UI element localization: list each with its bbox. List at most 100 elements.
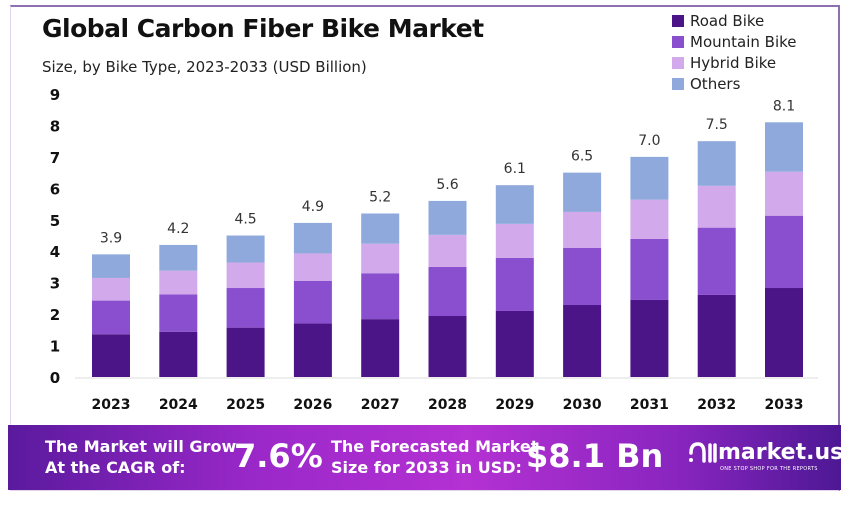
legend-item-others: Others xyxy=(672,73,797,94)
legend-swatch xyxy=(672,56,684,69)
bar-segment-mountain-bike xyxy=(697,227,736,295)
bar-segment-hybrid-bike xyxy=(226,262,265,289)
bar-segment-mountain-bike xyxy=(495,257,534,311)
bar-segment-others xyxy=(361,213,400,244)
legend-swatch xyxy=(672,14,684,27)
bar-segment-mountain-bike xyxy=(159,294,198,332)
y-tick-label: 1 xyxy=(50,338,60,356)
y-tick-label: 0 xyxy=(50,369,60,387)
legend-label: Road Bike xyxy=(690,11,765,30)
bar-segment-others xyxy=(92,254,130,278)
x-tick-label: 2025 xyxy=(226,397,265,413)
total-data-label: 4.5 xyxy=(234,212,256,228)
bar-segment-road-bike xyxy=(293,323,332,377)
bar-segment-road-bike xyxy=(697,294,736,377)
bar-segment-others xyxy=(563,172,602,212)
logo-text: market.us xyxy=(718,439,844,465)
bar-segment-hybrid-bike xyxy=(495,223,534,258)
bar-segment-mountain-bike xyxy=(92,300,130,335)
bar-segment-hybrid-bike xyxy=(159,270,198,295)
total-data-label: 3.9 xyxy=(100,230,122,246)
bar-segment-mountain-bike xyxy=(226,288,265,328)
bar-segment-others xyxy=(159,244,198,271)
y-tick-label: 9 xyxy=(50,86,60,104)
bar-segment-hybrid-bike xyxy=(563,211,602,248)
total-data-label: 7.5 xyxy=(706,117,728,133)
bar-segment-road-bike xyxy=(563,304,602,377)
bar-segment-hybrid-bike xyxy=(428,234,467,267)
legend-item-road-bike: Road Bike xyxy=(672,10,797,31)
x-tick-label: 2023 xyxy=(92,397,131,413)
bar-segment-road-bike xyxy=(361,319,400,377)
x-tick-label: 2026 xyxy=(293,397,332,413)
logo-icon xyxy=(689,442,717,463)
x-tick-label: 2029 xyxy=(495,397,534,413)
bar-segment-others xyxy=(293,222,332,254)
y-tick-label: 7 xyxy=(50,149,60,167)
total-data-label: 6.1 xyxy=(504,161,526,177)
legend-label: Mountain Bike xyxy=(690,32,797,51)
bar-segment-hybrid-bike xyxy=(697,185,736,228)
bar-chart: 0 1 2 3 4 5 6 7 8 9 3.9 2023 4.2 2024 4.5 2025 4.9 2026 5.… xyxy=(50,86,818,413)
logo-tagline: ONE STOP SHOP FOR THE REPORTS xyxy=(720,466,818,472)
legend-item-mountain-bike: Mountain Bike xyxy=(672,31,797,52)
forecast-value: $8.1 Bn xyxy=(526,437,664,475)
bar-segment-hybrid-bike xyxy=(630,199,669,239)
bar-segment-others xyxy=(630,156,669,200)
total-data-label: 4.2 xyxy=(167,221,189,237)
x-tick-label: 2028 xyxy=(428,397,467,413)
market-us-logo: market.us ONE STOP SHOP FOR THE REPORTS xyxy=(688,439,844,472)
bar-segment-others xyxy=(697,141,736,186)
x-tick-label: 2024 xyxy=(159,397,198,413)
bar-segment-others xyxy=(226,235,265,263)
bar-segment-road-bike xyxy=(159,331,198,377)
legend-label: Hybrid Bike xyxy=(690,53,777,72)
bar-segment-road-bike xyxy=(495,310,534,377)
x-tick-label: 2030 xyxy=(563,397,602,413)
bar-segment-others xyxy=(495,185,534,224)
bar-segment-road-bike xyxy=(428,315,467,377)
total-data-label: 8.1 xyxy=(773,98,795,114)
legend-label: Others xyxy=(690,74,741,93)
bar-segment-others xyxy=(428,200,467,235)
chart-frame xyxy=(10,5,840,491)
legend-item-hybrid-bike: Hybrid Bike xyxy=(672,52,797,73)
x-tick-label: 2032 xyxy=(697,397,736,413)
total-data-label: 4.9 xyxy=(302,199,324,215)
chart-title: Global Carbon Fiber Bike Market xyxy=(42,14,484,43)
bar-segment-others xyxy=(765,122,803,172)
forecast-label: The Forecasted Market Size for 2033 in US… xyxy=(331,437,539,477)
bar-segment-hybrid-bike xyxy=(361,243,400,274)
total-data-label: 5.6 xyxy=(436,177,458,193)
total-data-label: 7.0 xyxy=(638,133,660,149)
bar-segment-hybrid-bike xyxy=(92,277,130,301)
bar-segment-road-bike xyxy=(226,327,265,377)
y-tick-label: 3 xyxy=(50,275,60,293)
x-tick-label: 2031 xyxy=(630,397,669,413)
footer-banner: The Market will Grow At the CAGR of: 7.6%… xyxy=(8,425,844,490)
bar-segment-hybrid-bike xyxy=(293,253,332,281)
y-tick-label: 2 xyxy=(50,306,60,324)
bar-segment-mountain-bike xyxy=(630,238,669,300)
x-tick-label: 2033 xyxy=(765,397,804,413)
total-data-label: 5.2 xyxy=(369,189,391,205)
y-tick-label: 6 xyxy=(50,180,60,198)
y-tick-label: 8 xyxy=(50,117,60,135)
bar-segment-mountain-bike xyxy=(428,266,467,316)
bar-segment-road-bike xyxy=(92,334,130,377)
total-data-label: 6.5 xyxy=(571,149,593,165)
bar-segment-road-bike xyxy=(630,299,669,377)
bar-segment-mountain-bike xyxy=(765,215,803,289)
y-tick-label: 4 xyxy=(50,243,60,261)
bar-segment-mountain-bike xyxy=(361,273,400,320)
legend-swatch xyxy=(672,35,684,48)
bar-segment-road-bike xyxy=(765,288,803,377)
legend-swatch xyxy=(672,77,684,90)
x-tick-label: 2027 xyxy=(361,397,400,413)
legend: Road Bike Mountain Bike Hybrid Bike Othe… xyxy=(672,10,797,94)
bar-segment-hybrid-bike xyxy=(765,171,803,216)
chart-subtitle: Size, by Bike Type, 2023-2033 (USD Billi… xyxy=(42,58,367,76)
bar-segment-mountain-bike xyxy=(563,247,602,305)
cagr-value: 7.6% xyxy=(234,437,323,475)
y-tick-label: 5 xyxy=(50,212,60,230)
